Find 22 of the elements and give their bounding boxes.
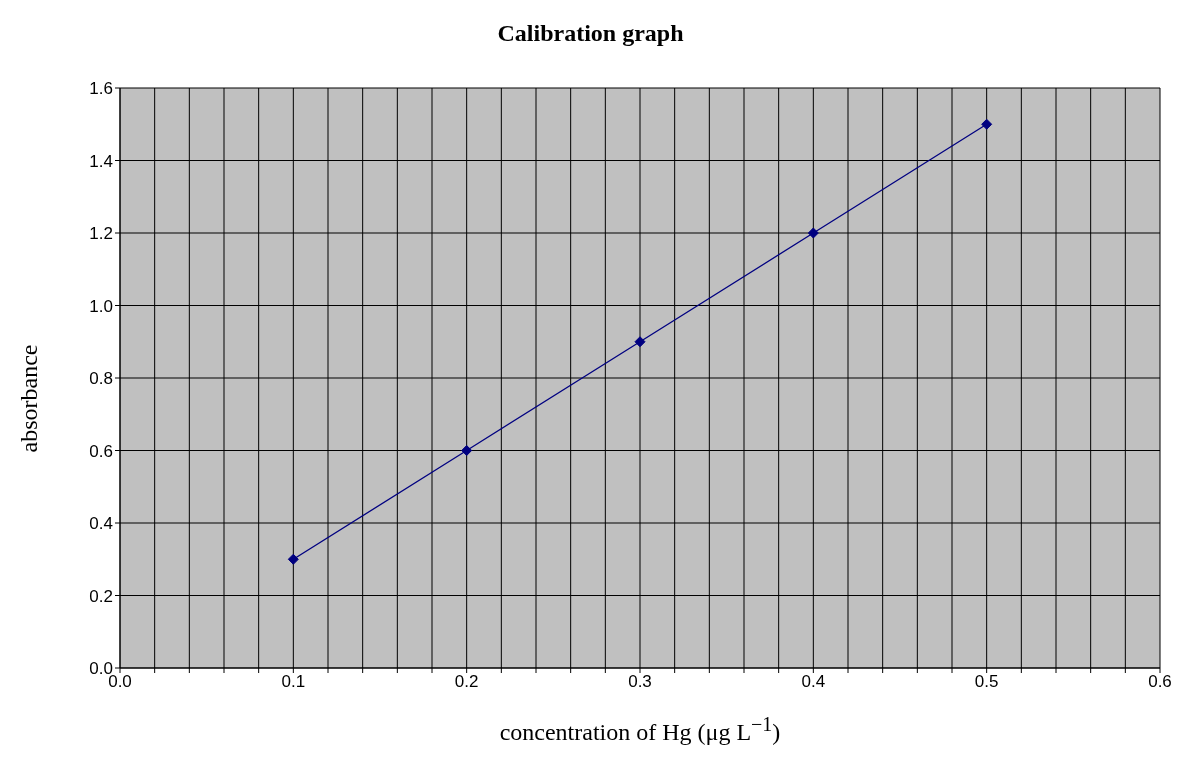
y-tick-label: 0.8	[89, 369, 113, 389]
y-tick-label: 1.0	[89, 296, 113, 316]
y-tick-label: 1.4	[89, 151, 113, 171]
point	[981, 118, 993, 130]
x-tick-label: 0.1	[281, 672, 306, 692]
x-tick-label: 0.6	[1148, 672, 1172, 692]
y-tick-label: 0.4	[89, 514, 113, 534]
point	[807, 227, 819, 239]
x-tick-label: 0.2	[454, 672, 479, 692]
x-tick-label: 0.5	[974, 672, 999, 692]
point	[634, 336, 646, 348]
y-tick-label: 1.2	[89, 224, 113, 244]
y-tick-label: 0.6	[89, 441, 113, 461]
point	[461, 445, 473, 456]
point	[287, 553, 299, 565]
y-tick-label: 1.6	[89, 79, 113, 99]
y-axis-title: absorbance	[16, 344, 44, 452]
x-axis-title: concentration of Hg (μg L$^{−1}$)	[498, 713, 782, 746]
x-tick-label: 0.4	[801, 672, 826, 692]
chart-title: Calibration graph	[496, 20, 685, 47]
x-tick-label: 0.3	[628, 672, 652, 692]
y-tick-label: 0.2	[89, 586, 113, 606]
